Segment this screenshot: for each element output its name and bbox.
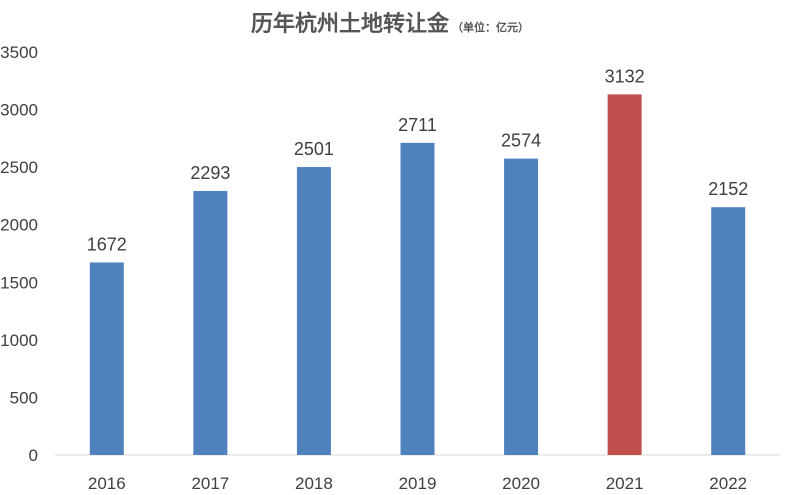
data-label-2017: 2293 (190, 163, 230, 183)
bar-2021 (607, 94, 642, 456)
x-tick-label: 2016 (88, 474, 126, 493)
data-label-2018: 2501 (294, 139, 334, 159)
bar-2020 (504, 158, 539, 455)
y-tick-label: 1000 (0, 331, 38, 350)
y-tick-label: 3000 (0, 101, 38, 120)
bar-2022 (711, 207, 746, 455)
x-tick-label: 2017 (191, 474, 229, 493)
x-tick-label: 2021 (606, 474, 644, 493)
y-tick-label: 2500 (0, 158, 38, 177)
bar-2017 (193, 190, 228, 456)
data-label-2020: 2574 (501, 131, 541, 151)
bar-2016 (89, 262, 124, 455)
y-tick-label: 0 (29, 446, 38, 465)
chart-subtitle: （单位：亿元） (452, 20, 529, 34)
x-tick-label: 2019 (399, 474, 437, 493)
bars: 1672 2293 2501 2711 2574 3132 2152 (87, 66, 748, 456)
bar-2019 (400, 142, 435, 455)
x-tick-label: 2018 (295, 474, 333, 493)
x-tick-label: 2022 (709, 474, 747, 493)
data-label-2019: 2711 (398, 115, 437, 135)
data-label-2022: 2152 (708, 179, 748, 199)
data-label-2021: 3132 (605, 66, 645, 86)
x-axis: 2016 2017 2018 2019 2020 2021 2022 (88, 474, 747, 493)
y-tick-label: 3500 (0, 43, 38, 62)
x-tick-label: 2020 (502, 474, 540, 493)
y-tick-label: 500 (10, 388, 38, 407)
bar-2018 (296, 167, 331, 455)
data-label-2016: 1672 (87, 234, 127, 254)
y-tick-label: 2000 (0, 216, 38, 235)
y-axis: 0 500 1000 1500 2000 2500 3000 3500 (0, 43, 38, 465)
chart-title: 历年杭州土地转让金 (251, 11, 450, 37)
y-tick-label: 1500 (0, 273, 38, 292)
